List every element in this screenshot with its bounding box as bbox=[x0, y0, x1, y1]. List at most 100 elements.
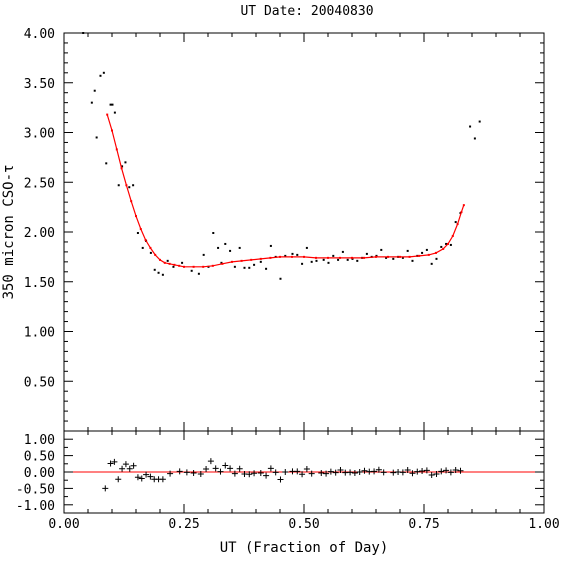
residual-point bbox=[167, 470, 174, 477]
data-point bbox=[149, 251, 152, 254]
data-point bbox=[301, 262, 304, 265]
residual-point bbox=[423, 467, 430, 474]
residual-point bbox=[267, 465, 274, 472]
data-point bbox=[279, 277, 282, 280]
data-point bbox=[95, 136, 98, 139]
data-point bbox=[440, 245, 443, 248]
residual-point bbox=[251, 470, 258, 477]
residual-point bbox=[159, 476, 166, 483]
data-point bbox=[233, 265, 236, 268]
data-point bbox=[121, 165, 124, 168]
residuals-y-tick-label: 1.00 bbox=[24, 433, 55, 448]
main-y-tick-label: 0.50 bbox=[24, 375, 55, 390]
chart-title: UT Date: 20040830 bbox=[240, 4, 373, 19]
data-point bbox=[346, 258, 349, 261]
residual-point bbox=[277, 476, 284, 483]
residuals-y-tick-label: 0.00 bbox=[24, 466, 55, 481]
main-y-tick-label: 4.00 bbox=[24, 27, 55, 42]
data-points bbox=[82, 32, 481, 280]
residual-point bbox=[122, 461, 129, 468]
data-point bbox=[124, 161, 127, 164]
main-y-tick-label: 1.00 bbox=[24, 326, 55, 341]
data-point bbox=[111, 103, 114, 106]
residual-point bbox=[457, 467, 464, 474]
data-point bbox=[113, 111, 116, 114]
residual-point bbox=[409, 470, 416, 477]
data-point bbox=[469, 125, 472, 128]
data-point bbox=[406, 249, 409, 252]
residual-point bbox=[263, 472, 270, 479]
data-point bbox=[269, 244, 272, 247]
residual-point bbox=[428, 471, 435, 478]
residual-point bbox=[447, 469, 454, 476]
residual-point bbox=[318, 469, 325, 476]
residual-point bbox=[371, 468, 378, 475]
residual-point bbox=[380, 469, 387, 476]
data-point bbox=[385, 256, 388, 259]
data-point bbox=[425, 248, 428, 251]
residual-point bbox=[143, 471, 150, 478]
residual-point bbox=[332, 469, 339, 476]
residual-point bbox=[404, 467, 411, 474]
data-point bbox=[430, 262, 433, 265]
residuals-y-tick-label: 0.50 bbox=[24, 450, 55, 465]
fit-curve bbox=[106, 114, 465, 268]
residual-point bbox=[212, 465, 219, 472]
data-point bbox=[217, 246, 220, 249]
residual-point bbox=[119, 465, 126, 472]
data-point bbox=[238, 246, 241, 249]
residuals-panel: 1.00 0.500.00-0.50 -1.00 bbox=[16, 430, 545, 514]
x-axis-label: UT (Fraction of Day) bbox=[220, 540, 389, 556]
data-point bbox=[117, 184, 120, 187]
data-point bbox=[157, 271, 160, 274]
main-y-tick-label: 2.00 bbox=[24, 226, 55, 241]
residual-point bbox=[126, 465, 133, 472]
data-point bbox=[248, 266, 251, 269]
main-y-tick-label: 2.50 bbox=[24, 176, 55, 191]
data-point bbox=[128, 186, 131, 189]
residual-point bbox=[337, 467, 344, 474]
data-point bbox=[153, 268, 156, 271]
data-point bbox=[310, 260, 313, 263]
residual-point bbox=[308, 470, 315, 477]
data-point bbox=[305, 246, 308, 249]
data-point bbox=[356, 259, 359, 262]
data-point bbox=[265, 267, 268, 270]
residual-point bbox=[138, 475, 145, 482]
residual-point bbox=[190, 469, 197, 476]
data-point bbox=[166, 259, 169, 262]
data-point bbox=[327, 261, 330, 264]
residual-point bbox=[414, 468, 421, 475]
data-point bbox=[337, 258, 340, 261]
data-point bbox=[93, 89, 96, 92]
data-point bbox=[202, 253, 205, 256]
main-plot-frame bbox=[63, 32, 545, 432]
data-point bbox=[454, 221, 457, 224]
fit-curve-marker bbox=[106, 113, 109, 116]
data-point bbox=[478, 120, 481, 123]
x-tick-label: 0.00 bbox=[48, 517, 79, 532]
data-point bbox=[411, 259, 414, 262]
residual-point bbox=[107, 460, 114, 467]
data-point bbox=[172, 265, 175, 268]
data-point bbox=[181, 261, 184, 264]
residual-point bbox=[294, 468, 301, 475]
data-point bbox=[421, 251, 424, 254]
data-point bbox=[284, 254, 287, 257]
residual-point bbox=[433, 470, 440, 477]
x-axis-tick-labels: 0.00 0.25 0.50 0.75 1.00 bbox=[48, 517, 559, 532]
residual-point bbox=[399, 469, 406, 476]
residual-point bbox=[197, 470, 204, 477]
residual-point bbox=[102, 485, 109, 492]
main-y-tick-label: 3.00 bbox=[24, 127, 55, 142]
data-point bbox=[380, 248, 383, 251]
residual-point bbox=[419, 468, 426, 475]
main-y-axis: 0.50 1.00 1.50 2.00 2.50 3.00 3.50 4.00 bbox=[24, 27, 544, 422]
data-point bbox=[296, 253, 299, 256]
data-point bbox=[105, 162, 108, 165]
residual-point bbox=[303, 466, 310, 473]
residual-point bbox=[438, 468, 445, 475]
data-point bbox=[291, 252, 294, 255]
data-point bbox=[315, 259, 318, 262]
